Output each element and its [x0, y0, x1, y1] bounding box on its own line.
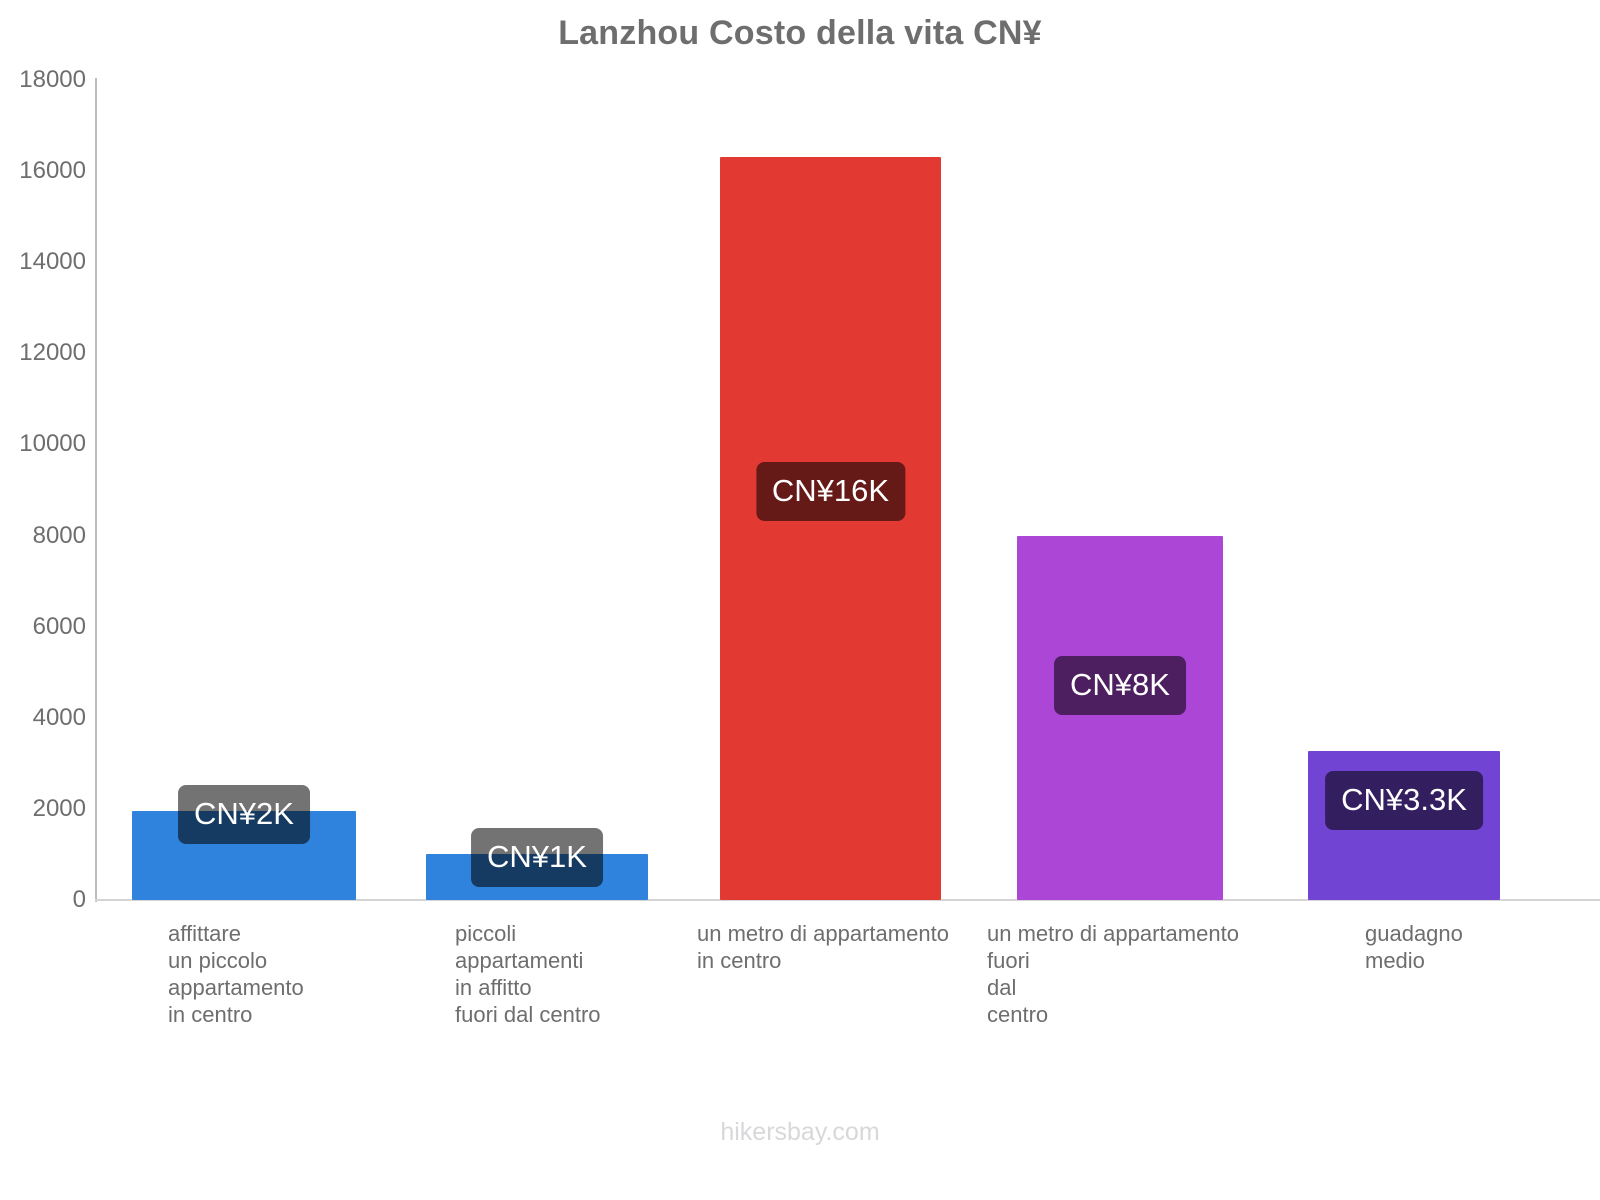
y-axis-tick-label: 2000	[32, 794, 86, 822]
y-axis-tick-label: 0	[72, 886, 86, 913]
bar[interactable]: CN¥2K	[132, 785, 356, 900]
y-axis-tick-label: 10000	[19, 430, 86, 458]
bar-value-label: CN¥3.3K	[1325, 770, 1483, 830]
x-axis-line	[95, 899, 1600, 901]
bar-value-label: CN¥8K	[1054, 655, 1186, 715]
chart-title: Lanzhou Costo della vita CN¥	[558, 14, 1042, 52]
bar[interactable]: CN¥1K	[426, 827, 648, 900]
bar-value-label: CN¥16K	[755, 462, 906, 522]
plot-area: 0 2000 4000 6000 8000 10000 12000 14000 16000 180…	[19, 66, 1600, 913]
y-axis-tick-label: 16000	[19, 157, 86, 185]
bar-value-label: CN¥2K	[178, 785, 310, 845]
bar[interactable]: CN¥8K	[1017, 535, 1223, 900]
x-axis-category-label: guadagno medio	[1365, 921, 1463, 973]
bar-rect	[720, 157, 941, 900]
x-axis-category-label: affittare un piccolo appartamento in cen…	[168, 921, 304, 1027]
x-axis-category-label: piccoli appartamenti in affitto fuori da…	[455, 921, 601, 1027]
y-axis-tick-label: 6000	[32, 612, 86, 640]
bar[interactable]: CN¥3.3K	[1308, 750, 1500, 900]
footer-watermark: hikersbay.com	[720, 1118, 880, 1146]
y-axis-tick-label: 14000	[19, 248, 86, 276]
x-axis-category-label: un metro di appartamento in centro	[697, 921, 949, 973]
y-axis-tick-label: 12000	[19, 339, 86, 367]
bar-rect	[1017, 535, 1223, 900]
bar-value-label: CN¥1K	[471, 827, 603, 887]
y-axis-tick-label: 18000	[19, 66, 86, 93]
x-axis-category-label: un metro di appartamento fuori dal centr…	[987, 921, 1239, 1027]
y-axis-tick-label: 8000	[32, 521, 86, 549]
y-axis-tick-label: 4000	[32, 703, 86, 731]
bar[interactable]: CN¥16K	[720, 157, 941, 900]
y-axis-line	[95, 78, 97, 902]
